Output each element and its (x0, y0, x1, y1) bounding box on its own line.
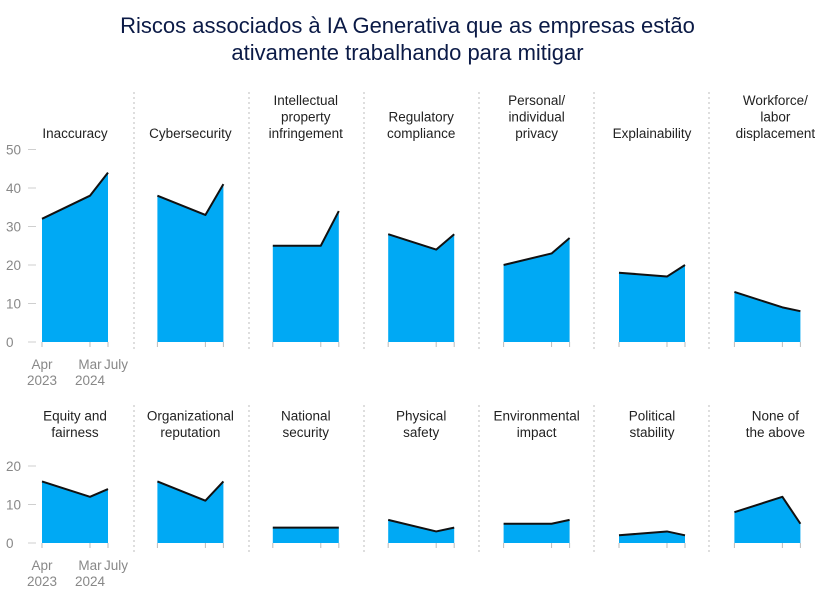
y-tick-label: 20 (6, 258, 21, 273)
area-fill (503, 238, 570, 342)
y-tick-label: 40 (6, 181, 21, 196)
panel-title: displacement (736, 126, 815, 141)
panel-title: Physical (396, 409, 446, 424)
chart-title-line-2: ativamente trabalhando para mitigar (231, 40, 584, 65)
y-tick-label: 10 (6, 297, 21, 312)
panel-title: Regulatory (389, 110, 455, 125)
x-tick-label: Mar (78, 357, 102, 372)
area-fill (388, 519, 455, 543)
x-tick-label: 2023 (27, 373, 57, 388)
panel-title: None of (752, 409, 800, 424)
x-tick-label: Apr (31, 357, 53, 372)
panel-title: Intellectual (274, 93, 339, 108)
panel-title: stability (629, 425, 674, 440)
x-tick-label: Apr (31, 558, 53, 573)
y-tick-label: 30 (6, 220, 21, 235)
panel-title: Political (629, 409, 676, 424)
panel-title: the above (746, 425, 805, 440)
chart-title-line-1: Riscos associados à IA Generativa que as… (120, 13, 695, 38)
panel-title: Environmental (493, 409, 579, 424)
panel-title: Cybersecurity (149, 126, 232, 141)
y-tick-label: 20 (6, 459, 21, 474)
panel-title: individual (508, 110, 564, 125)
x-tick-label: 2023 (27, 574, 57, 589)
area-fill (42, 481, 108, 543)
panel-title: compliance (387, 126, 455, 141)
panel-title: fairness (51, 425, 99, 440)
panel-title: infringement (269, 126, 344, 141)
panel-title: safety (403, 425, 439, 440)
panel-title: Workforce/ (743, 93, 808, 108)
panel-title: privacy (515, 126, 558, 141)
panel-title: impact (517, 425, 557, 440)
y-tick-label: 0 (6, 536, 14, 551)
panel-title: reputation (160, 425, 220, 440)
x-tick-label: 2024 (75, 373, 106, 388)
panel-title: property (281, 110, 331, 125)
x-tick-label: Mar (78, 558, 102, 573)
panel-title: Inaccuracy (42, 126, 108, 141)
x-tick-label: July (104, 558, 128, 573)
area-fill (388, 234, 455, 342)
area-fill (734, 496, 801, 543)
chart-title: Riscos associados à IA Generativa que as… (0, 12, 815, 66)
panel-title: Equity and (43, 409, 107, 424)
area-fill (42, 172, 108, 342)
panel-title: Explainability (613, 126, 692, 141)
x-tick-label: 2024 (75, 574, 106, 589)
area-fill (157, 184, 224, 342)
y-tick-label: 10 (6, 498, 21, 513)
panel-title: labor (760, 110, 791, 125)
area-fill (503, 519, 570, 543)
y-tick-label: 0 (6, 335, 14, 350)
area-fill (157, 481, 224, 543)
x-tick-label: July (104, 357, 128, 372)
panel-title: Organizational (147, 409, 234, 424)
area-fill (619, 265, 685, 342)
panel-title: Personal/ (508, 93, 565, 108)
panel-title: security (283, 425, 330, 440)
area-fill (272, 527, 339, 543)
area-fill (734, 291, 801, 342)
panel-title: National (281, 409, 331, 424)
y-tick-label: 50 (6, 143, 21, 158)
